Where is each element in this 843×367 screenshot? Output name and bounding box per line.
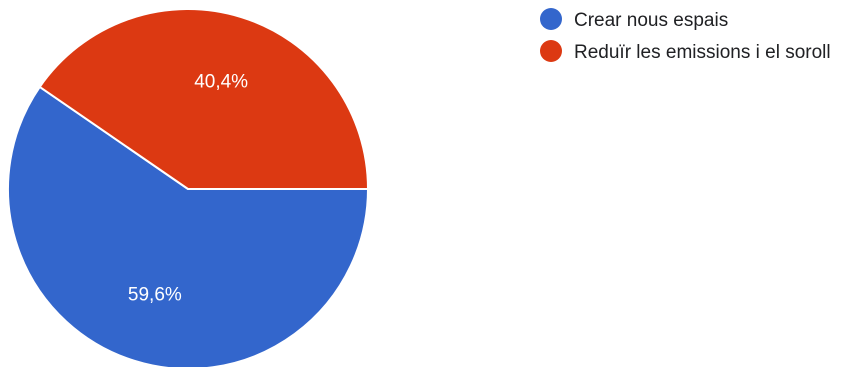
pie-slice-0[interactable] bbox=[7, 85, 370, 367]
chart-legend: Crear nous espais Reduïr les emissions i… bbox=[540, 8, 840, 72]
legend-item-reduir-emissions[interactable]: Reduïr les emissions i el soroll bbox=[540, 40, 840, 66]
legend-label: Reduïr les emissions i el soroll bbox=[574, 42, 831, 63]
pie-slice-label-1: 40,4% bbox=[194, 71, 248, 92]
legend-swatch-blue bbox=[540, 8, 562, 30]
pie-slice-1[interactable] bbox=[38, 8, 370, 190]
legend-item-crear-nous-espais[interactable]: Crear nous espais bbox=[540, 8, 840, 34]
legend-label: Crear nous espais bbox=[574, 10, 729, 31]
pie-chart: 59,6% 40,4% bbox=[7, 8, 370, 367]
legend-swatch-red bbox=[540, 40, 562, 62]
pie-slice-label-0: 59,6% bbox=[128, 285, 182, 306]
